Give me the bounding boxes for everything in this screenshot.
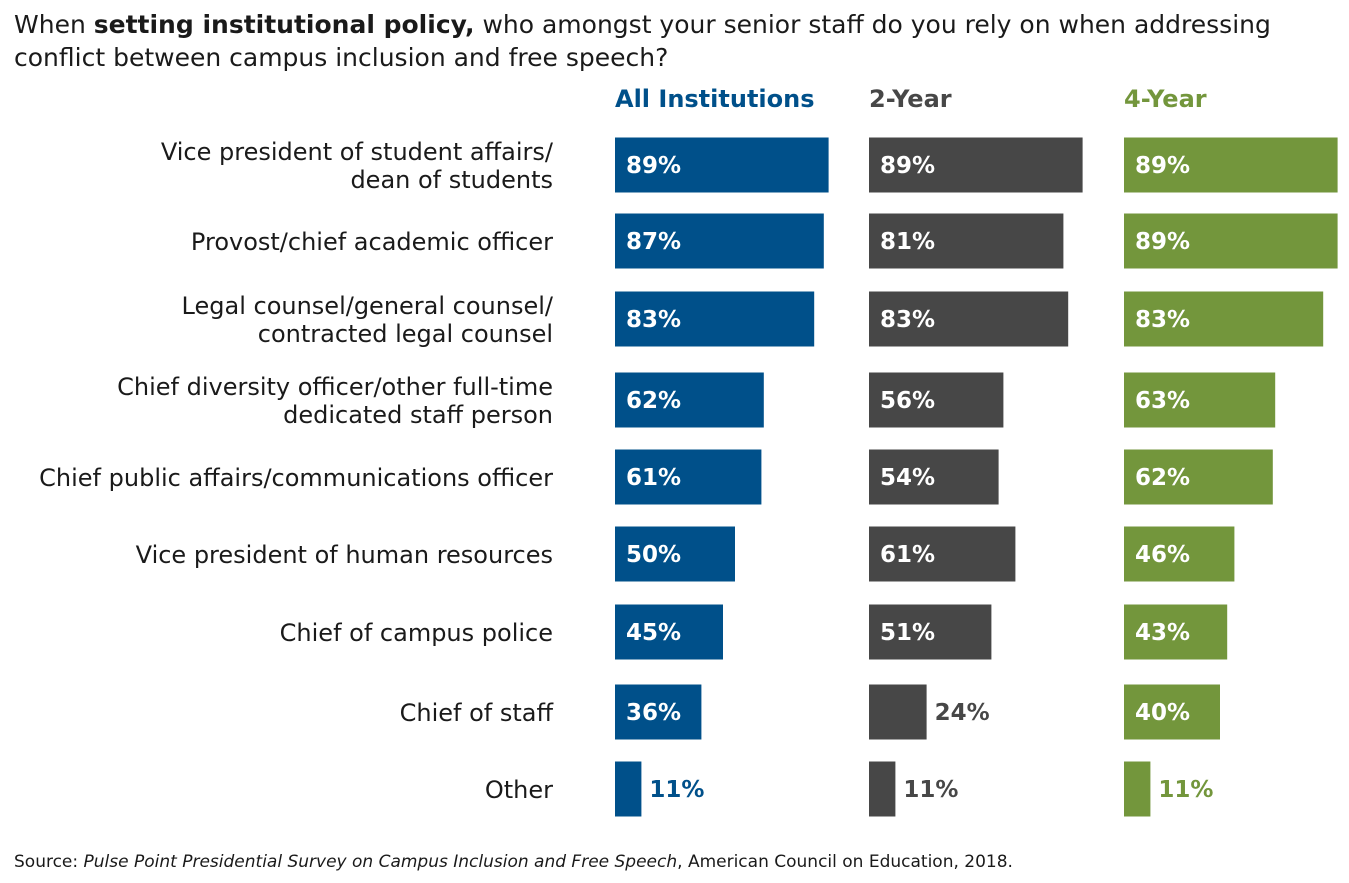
bar bbox=[1124, 526, 1235, 582]
data-label: 56% bbox=[880, 388, 935, 414]
series-header-2-year: 2-Year bbox=[869, 85, 952, 113]
data-label: 40% bbox=[1135, 700, 1190, 726]
bar bbox=[615, 137, 829, 193]
data-label: 89% bbox=[1135, 153, 1190, 179]
category-label: dedicated staff person bbox=[283, 401, 553, 429]
data-label: 61% bbox=[626, 465, 681, 491]
data-label: 83% bbox=[626, 307, 681, 333]
bar bbox=[1124, 604, 1228, 660]
data-label: 46% bbox=[1135, 542, 1190, 568]
bar bbox=[1124, 684, 1220, 740]
data-label: 11% bbox=[903, 777, 958, 803]
bar bbox=[615, 684, 702, 740]
data-label: 51% bbox=[880, 620, 935, 646]
bar bbox=[869, 526, 1016, 582]
category-label: Provost/chief academic officer bbox=[191, 228, 553, 256]
data-label: 83% bbox=[880, 307, 935, 333]
series-header-all-institutions: All Institutions bbox=[615, 85, 815, 113]
bar bbox=[1124, 291, 1324, 347]
data-label: 54% bbox=[880, 465, 935, 491]
category-label: Vice president of human resources bbox=[136, 541, 553, 569]
category-label: Legal counsel/general counsel/ bbox=[182, 292, 554, 320]
category-label: Other bbox=[485, 776, 553, 804]
data-label: 50% bbox=[626, 542, 681, 568]
bar bbox=[869, 604, 992, 660]
data-label: 83% bbox=[1135, 307, 1190, 333]
data-label: 62% bbox=[626, 388, 681, 414]
category-label: Chief of staff bbox=[400, 699, 554, 727]
bar bbox=[1124, 372, 1276, 428]
data-label: 87% bbox=[626, 229, 681, 255]
data-label: 63% bbox=[1135, 388, 1190, 414]
data-label: 36% bbox=[626, 700, 681, 726]
category-label: Vice president of student affairs/ bbox=[161, 138, 554, 166]
bar bbox=[615, 291, 815, 347]
bar bbox=[615, 526, 735, 582]
data-label: 43% bbox=[1135, 620, 1190, 646]
bar bbox=[869, 291, 1069, 347]
bar bbox=[869, 761, 896, 817]
bar bbox=[1124, 761, 1151, 817]
data-label: 89% bbox=[880, 153, 935, 179]
bar bbox=[869, 684, 927, 740]
bar bbox=[869, 372, 1004, 428]
data-label: 11% bbox=[649, 777, 704, 803]
data-label: 89% bbox=[1135, 229, 1190, 255]
data-label: 62% bbox=[1135, 465, 1190, 491]
bar bbox=[1124, 213, 1338, 269]
data-label: 81% bbox=[880, 229, 935, 255]
bar bbox=[615, 372, 764, 428]
chart-title: When setting institutional policy, who a… bbox=[14, 10, 1271, 72]
bar bbox=[615, 761, 642, 817]
category-label: Chief of campus police bbox=[280, 619, 553, 647]
bar bbox=[615, 449, 762, 505]
bar bbox=[615, 213, 824, 269]
bar bbox=[1124, 137, 1338, 193]
category-label: contracted legal counsel bbox=[258, 320, 553, 348]
bar bbox=[1124, 449, 1273, 505]
data-label: 61% bbox=[880, 542, 935, 568]
data-label: 11% bbox=[1158, 777, 1213, 803]
category-label: dean of students bbox=[350, 166, 553, 194]
data-label: 24% bbox=[935, 700, 990, 726]
bar bbox=[869, 213, 1064, 269]
category-label: Chief public affairs/communications offi… bbox=[39, 464, 553, 492]
source-note: Source: Pulse Point Presidential Survey … bbox=[14, 852, 1013, 872]
bar bbox=[869, 449, 999, 505]
bar bbox=[869, 137, 1083, 193]
bar bbox=[615, 604, 723, 660]
data-label: 45% bbox=[626, 620, 681, 646]
series-header-4-year: 4-Year bbox=[1124, 85, 1207, 113]
category-label: Chief diversity officer/other full-time bbox=[117, 373, 553, 401]
data-label: 89% bbox=[626, 153, 681, 179]
